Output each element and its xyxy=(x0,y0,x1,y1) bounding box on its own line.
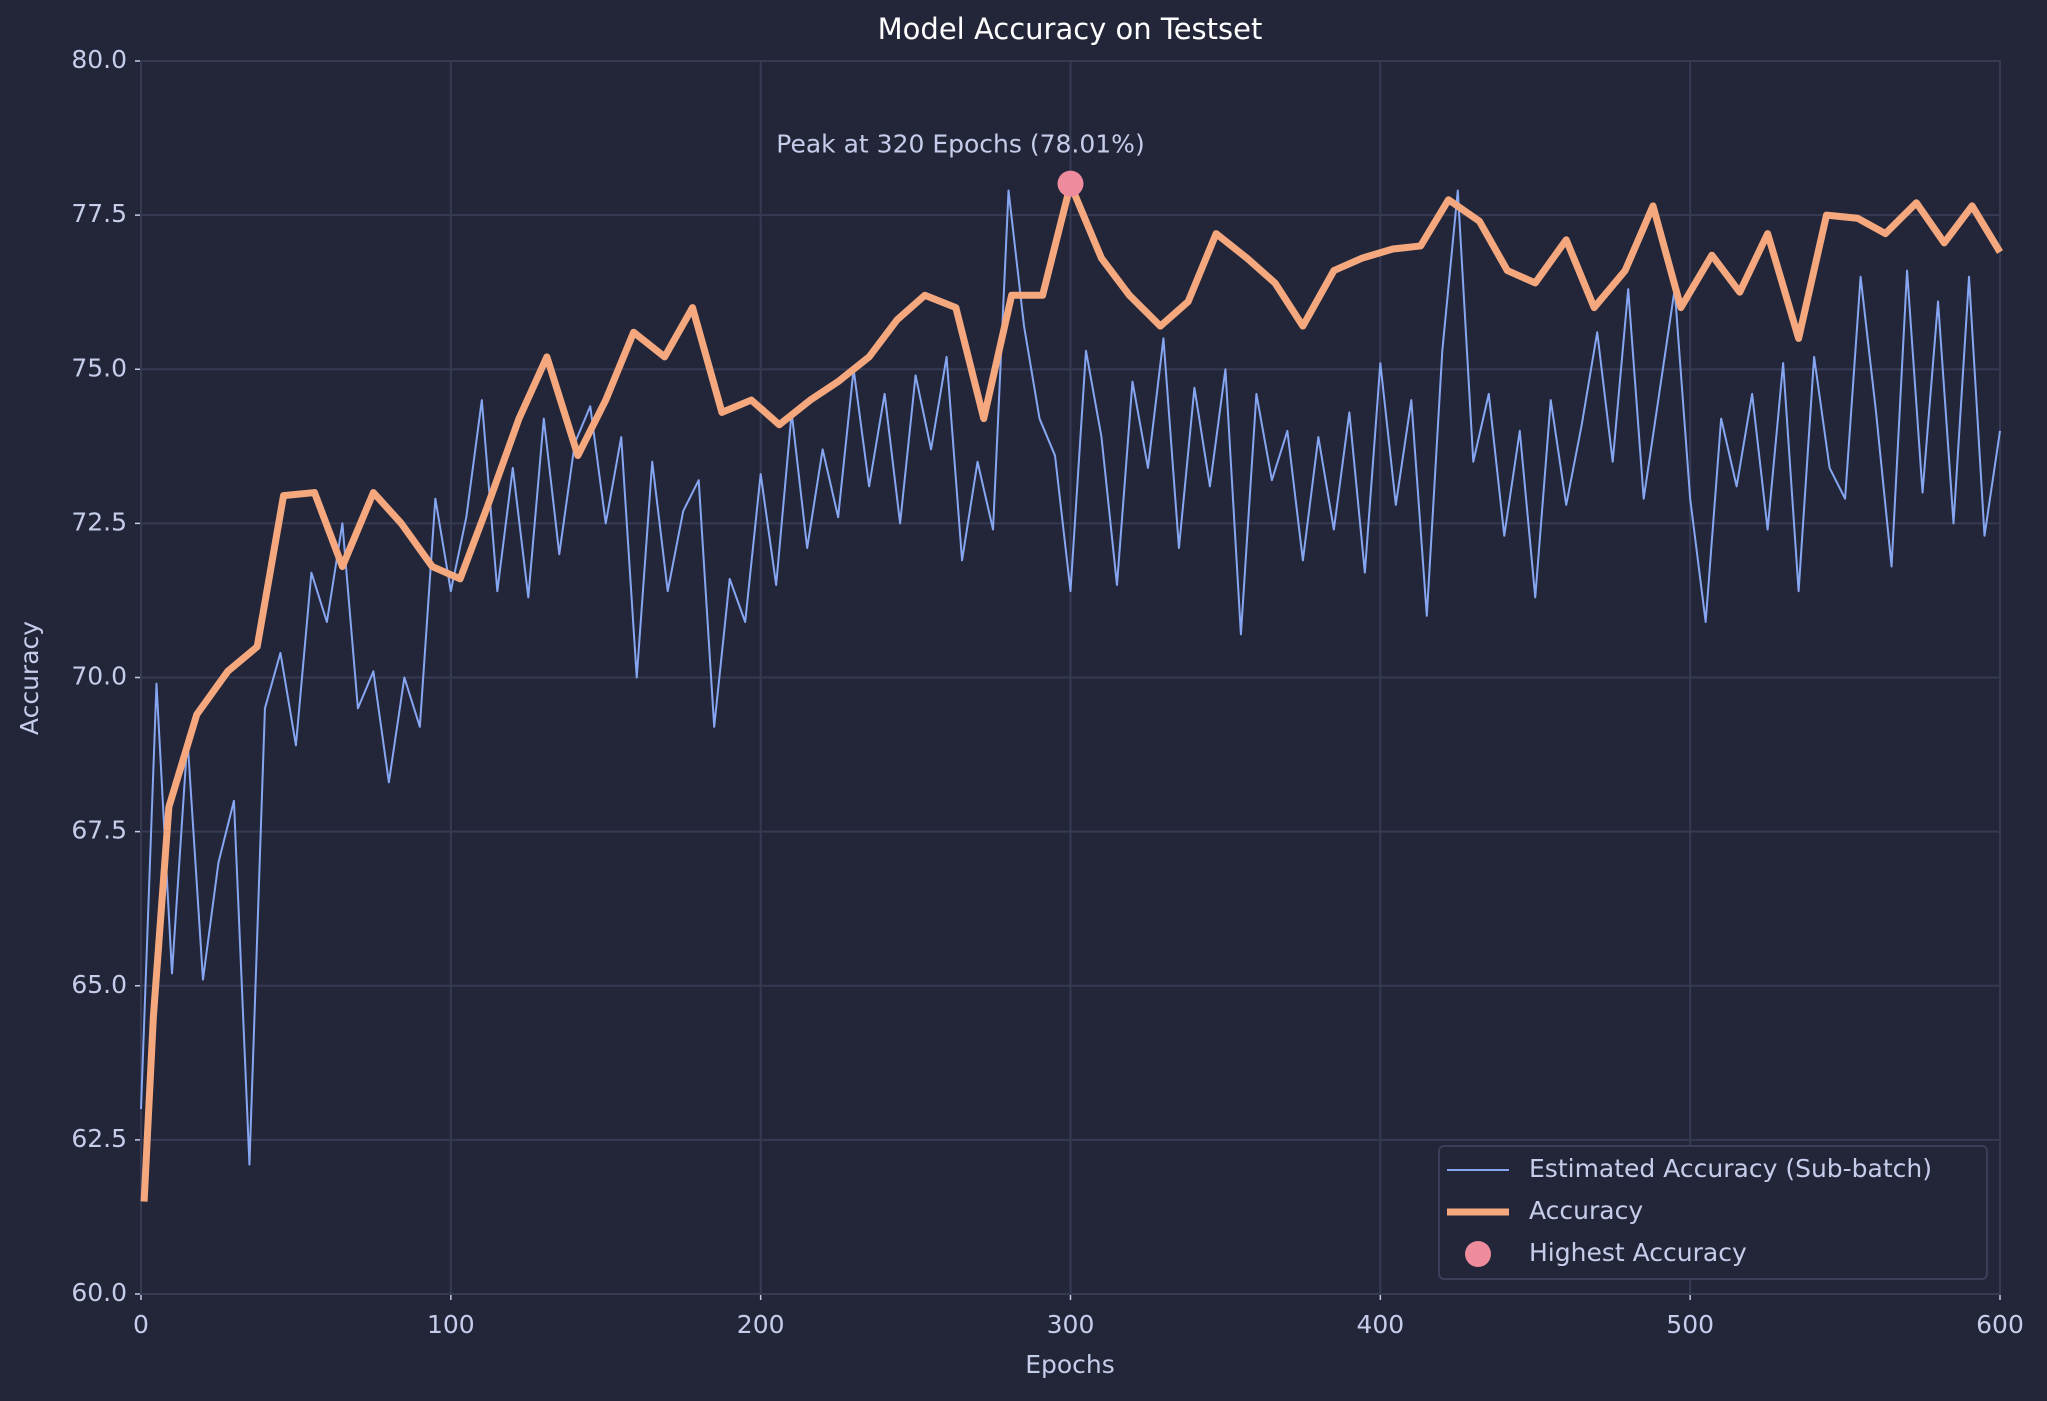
legend-box xyxy=(1438,1145,1988,1280)
y-tick-label: 67.5 xyxy=(71,816,127,845)
legend-label: Highest Accuracy xyxy=(1529,1238,1747,1267)
y-tick-label: 62.5 xyxy=(71,1124,127,1153)
accuracy-line xyxy=(140,180,2003,1202)
y-tick-label: 70.0 xyxy=(71,662,127,691)
x-tick-label: 600 xyxy=(1976,1310,2024,1339)
legend-label: Accuracy xyxy=(1529,1196,1643,1225)
x-tick-label: 100 xyxy=(427,1310,475,1339)
y-axis-label: Accuracy xyxy=(15,621,44,735)
annotation: Peak at 320 Epochs (78.01%) xyxy=(776,130,1144,159)
y-tick-label: 65.0 xyxy=(71,970,127,999)
x-tick-label: 300 xyxy=(1047,1310,1095,1339)
chart-title: Model Accuracy on Testset xyxy=(878,12,1263,46)
x-axis-label: Epochs xyxy=(1025,1350,1115,1379)
x-tick-label: 0 xyxy=(133,1310,149,1339)
peak-marker xyxy=(1057,170,1084,197)
y-tick-label: 77.5 xyxy=(71,199,127,228)
plot-frame xyxy=(140,60,2001,1295)
legend-swatch xyxy=(1465,1241,1491,1267)
y-tick-label: 80.0 xyxy=(71,45,127,74)
y-tick-label: 60.0 xyxy=(71,1278,127,1307)
x-tick-label: 200 xyxy=(737,1310,785,1339)
subbatch-line xyxy=(140,189,2001,1166)
x-tick-label: 400 xyxy=(1356,1310,1404,1339)
y-tick-label: 75.0 xyxy=(71,353,127,382)
y-tick-label: 72.5 xyxy=(71,507,127,536)
x-tick-label: 500 xyxy=(1666,1310,1714,1339)
legend-label: Estimated Accuracy (Sub-batch) xyxy=(1529,1154,1932,1183)
